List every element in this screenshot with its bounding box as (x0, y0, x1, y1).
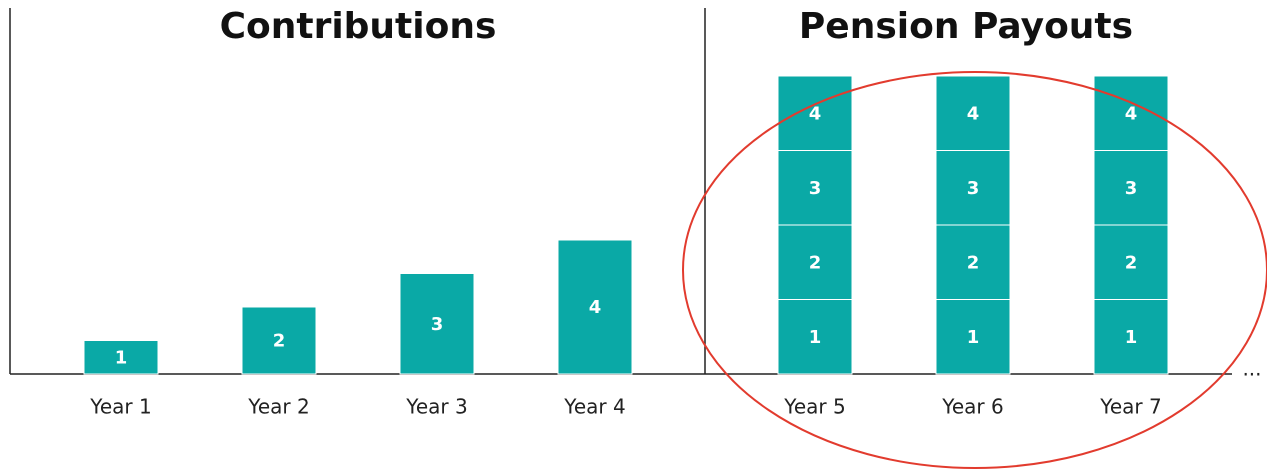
bar-block (1093, 150, 1169, 226)
bar-block (935, 75, 1011, 151)
block-label: 3 (967, 178, 980, 199)
year-label: Year 3 (405, 395, 467, 419)
bar-block (1093, 75, 1169, 151)
block-label: 2 (1125, 252, 1138, 273)
block-label: 1 (115, 347, 128, 368)
bars: 1 Year 1 2 Year 2 3 Year 3 4 Year 4 1 2 3 4 Year 5 1 2… (83, 75, 1169, 419)
bar-block (1093, 299, 1169, 375)
block-label: 4 (1125, 103, 1138, 124)
panel-title: Pension Payouts (799, 6, 1133, 47)
year-label: Year 1 (89, 395, 151, 419)
year-label: Year 7 (1099, 395, 1161, 419)
block-label: 1 (1125, 327, 1138, 348)
bar-block (935, 299, 1011, 375)
highlight-ellipse (682, 71, 1267, 469)
bar-block (83, 340, 159, 375)
bar-block (241, 306, 317, 375)
block-label: 4 (809, 103, 822, 124)
block-label: 3 (809, 178, 822, 199)
panel-title: Contributions (220, 6, 497, 47)
bar-block (777, 299, 853, 375)
block-label: 2 (273, 331, 286, 352)
bar-block (777, 224, 853, 300)
block-label: 3 (431, 314, 444, 335)
block-label: 4 (967, 103, 980, 124)
year-label: Year 5 (783, 395, 845, 419)
year-label: Year 6 (941, 395, 1003, 419)
bar-block (935, 224, 1011, 300)
year-label: Year 2 (247, 395, 309, 419)
block-label: 1 (809, 327, 822, 348)
block-label: 1 (967, 327, 980, 348)
bar-block (557, 239, 633, 375)
year-label: Year 4 (563, 395, 625, 419)
bar-block (1093, 224, 1169, 300)
bar-block (935, 150, 1011, 226)
bar-block (777, 150, 853, 226)
block-label: 2 (809, 252, 822, 273)
block-label: 3 (1125, 178, 1138, 199)
bar-block (777, 75, 853, 151)
bar-block (399, 273, 475, 375)
block-label: 4 (589, 297, 602, 318)
block-label: 2 (967, 252, 980, 273)
ellipsis: ... (1242, 357, 1261, 381)
